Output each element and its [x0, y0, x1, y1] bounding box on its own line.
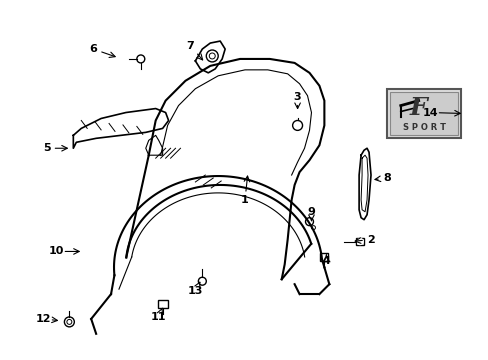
Text: 7: 7	[186, 41, 194, 51]
Text: F: F	[408, 95, 426, 120]
Bar	[389, 92, 457, 135]
Text: 6: 6	[89, 44, 97, 54]
Bar	[157, 300, 167, 308]
Text: 8: 8	[382, 173, 390, 183]
Text: S P O R T: S P O R T	[402, 123, 445, 132]
Text: 3: 3	[293, 92, 301, 102]
Text: 12: 12	[36, 314, 51, 324]
Text: 14: 14	[422, 108, 437, 117]
Text: 2: 2	[366, 234, 374, 244]
Bar	[355, 238, 364, 246]
Bar	[320, 253, 327, 261]
Text: 10: 10	[49, 247, 64, 256]
Text: 1: 1	[241, 195, 248, 205]
Text: 9: 9	[307, 207, 315, 217]
Text: 11: 11	[151, 312, 166, 322]
Text: 5: 5	[42, 143, 50, 153]
Bar	[386, 89, 460, 138]
Text: 13: 13	[187, 286, 203, 296]
Circle shape	[356, 239, 362, 244]
Text: 4: 4	[322, 256, 329, 266]
